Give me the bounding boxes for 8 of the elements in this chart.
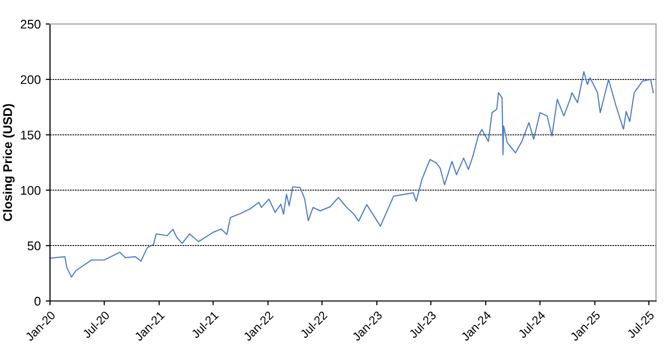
y-tick-label: 150 <box>21 130 40 140</box>
line-series <box>50 71 654 278</box>
y-tick-label: 250 <box>20 20 40 29</box>
y-axis-title: Closing Price (USD) <box>2 104 15 222</box>
y-tick-label: 100 <box>21 186 40 195</box>
y-tick-label: 200 <box>20 75 40 84</box>
y-tick-label: 0 <box>34 296 40 306</box>
y-tick-label: 50 <box>28 241 40 250</box>
